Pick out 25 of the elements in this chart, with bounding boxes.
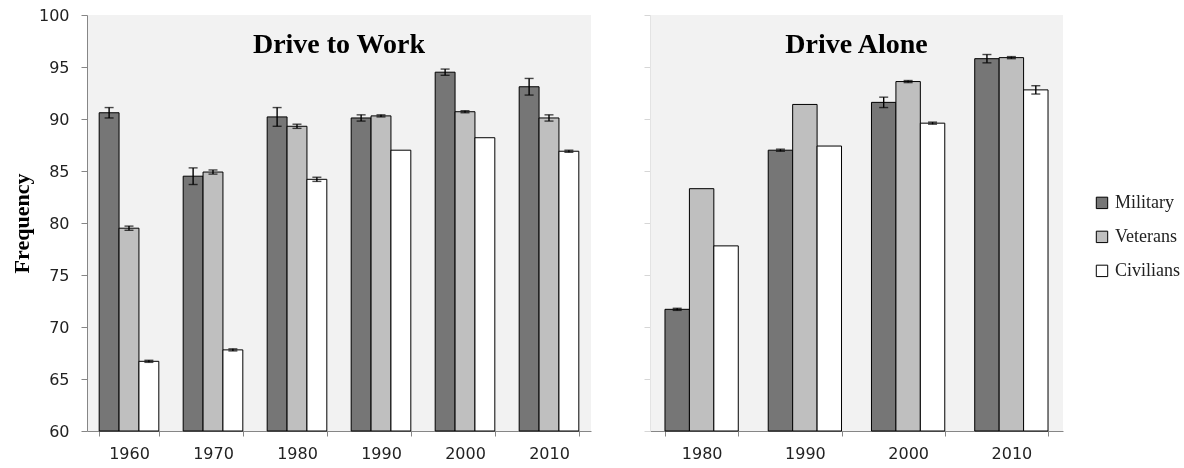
x-tick-label: 2000	[445, 443, 486, 463]
y-tick-label: 95	[49, 57, 70, 77]
x-tick-label: 2000	[888, 443, 929, 463]
legend-label: Civilians	[1115, 259, 1181, 280]
y-tick-label: 85	[49, 161, 70, 181]
y-tick-label: 60	[49, 421, 70, 441]
x-tick-label: 1980	[277, 443, 318, 463]
y-tick-label: 80	[49, 213, 70, 233]
y-tick-label: 90	[49, 109, 70, 129]
x-tick-label: 1990	[785, 443, 826, 463]
x-tick-label: 1960	[109, 443, 150, 463]
y-tick-label: 100	[38, 5, 70, 25]
x-tick-label: 2010	[529, 443, 570, 463]
chart-title: Drive to Work	[252, 28, 426, 59]
y-axis-title: Frequency	[8, 173, 34, 274]
x-tick-label: 2010	[991, 443, 1033, 463]
legend-label: Veterans	[1115, 225, 1177, 246]
chart-title: Drive Alone	[785, 27, 928, 59]
y-tick-label: 70	[49, 317, 70, 337]
x-tick-label: 1980	[681, 443, 723, 463]
y-tick-label: 65	[49, 369, 70, 389]
x-tick-label: 1990	[361, 443, 402, 463]
x-tick-label: 1970	[193, 443, 234, 463]
y-tick-label: 75	[49, 265, 70, 285]
legend-label: Military	[1115, 191, 1174, 212]
